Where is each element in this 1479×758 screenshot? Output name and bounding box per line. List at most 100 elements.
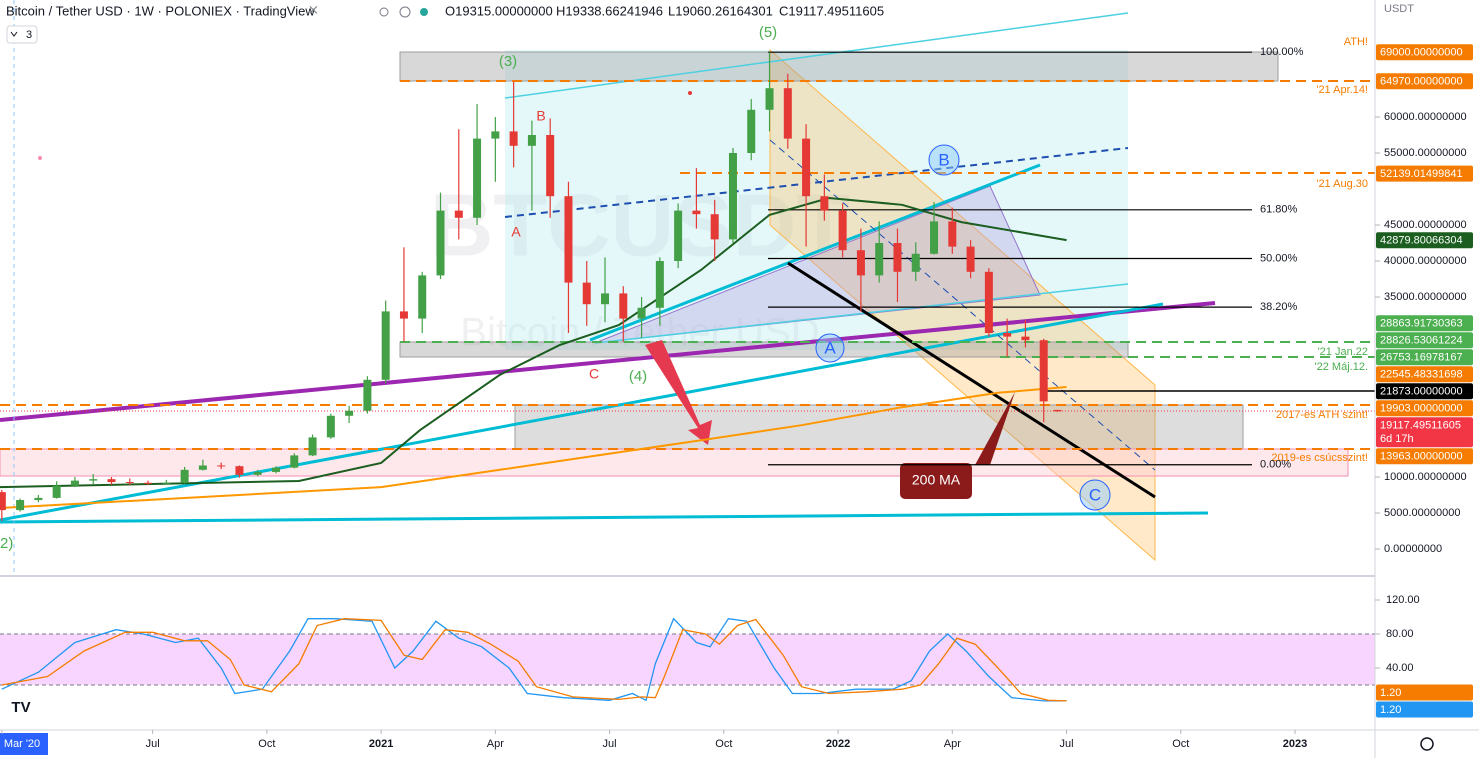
indicator-toggle[interactable] <box>6 25 38 44</box>
candle-body <box>180 469 189 483</box>
candle-body <box>582 282 591 305</box>
candle-body <box>144 482 153 484</box>
candle-body <box>509 131 518 146</box>
price-badge-label: 26753.16978167 <box>1380 352 1463 364</box>
zone <box>399 51 1279 82</box>
price-badge <box>1376 332 1473 349</box>
candle-body <box>399 311 408 319</box>
price-badge-label: 28826.53061224 <box>1380 335 1463 347</box>
x-tick-label: Jul <box>146 738 160 750</box>
annotation: '21 Aug.30 <box>1316 178 1368 190</box>
zone <box>399 341 1129 358</box>
candle-body <box>253 471 262 475</box>
fib-label: 61.80% <box>1260 204 1298 216</box>
series-layer <box>0 51 1252 521</box>
candle-body <box>619 293 628 319</box>
x-tick-label: Oct <box>1172 738 1189 750</box>
candle-body <box>948 221 957 247</box>
annotation: ATH! <box>1344 36 1368 48</box>
candle-body <box>34 497 43 501</box>
price-badge-label: 13963.00000000 <box>1380 451 1463 463</box>
candle-body <box>911 253 920 272</box>
wave-label: (4) <box>629 368 647 385</box>
price-badge-label: 22545.48331698 <box>1380 369 1463 381</box>
candle-body <box>454 210 463 218</box>
candle-body <box>856 250 865 276</box>
price-badge <box>1376 366 1473 383</box>
oscillator-line <box>1 618 1067 702</box>
wave-circle <box>928 144 960 176</box>
symbol-title: Bitcoin / Tether USD · 1W · POLONIEX · T… <box>6 3 315 18</box>
wave-label: B <box>938 150 949 169</box>
icon-eye[interactable] <box>376 4 392 20</box>
annotation: '22 Máj.12. <box>1315 361 1368 373</box>
wave-label: A <box>511 224 521 240</box>
icon-close[interactable] <box>309 6 318 14</box>
trendline <box>504 12 1129 99</box>
price-badge-label: 19903.00000000 <box>1380 403 1463 415</box>
price-badge-label: 1.20 <box>1380 687 1401 699</box>
candle-body <box>893 243 902 272</box>
price-badge-countdown: 6d 17h <box>1380 433 1414 445</box>
price-badge-label: 19117.49511605 <box>1380 420 1461 432</box>
candle-body <box>162 482 171 484</box>
candle-body <box>802 138 811 197</box>
indicator-count[interactable]: 3 <box>26 29 32 41</box>
price-badge <box>1376 448 1473 465</box>
price-badge <box>1376 232 1473 249</box>
candle-body <box>70 480 79 486</box>
candle-body <box>637 307 646 319</box>
wave-label: B <box>536 108 545 124</box>
settings-button[interactable] <box>1420 737 1434 751</box>
annotation: '21 Jan.22 <box>1318 346 1368 358</box>
icon-settings[interactable] <box>399 6 411 18</box>
y-tick-label: 5000.00000000 <box>1384 507 1460 519</box>
y-tick-label: 80.00 <box>1386 628 1414 640</box>
crosshair-label-bg <box>0 733 48 755</box>
status-dot <box>420 8 428 16</box>
fib-label: 100.00% <box>1260 46 1304 58</box>
candle-body <box>381 311 390 380</box>
candle-body <box>418 275 427 319</box>
price-badge-label: 28863.91730363 <box>1380 318 1463 330</box>
chevron[interactable] <box>10 31 18 37</box>
annotation: 2019-es csúcsszint! <box>1271 452 1368 464</box>
trendline <box>0 301 1216 422</box>
ohlc: O19315.00000000 <box>445 3 553 18</box>
fib-label: 38.20% <box>1260 301 1298 313</box>
candle-body <box>527 135 536 146</box>
indicator-layer <box>0 617 1375 702</box>
candle-body <box>655 261 664 308</box>
wave-label: (3) <box>499 53 517 70</box>
candle-body <box>1053 409 1062 412</box>
icon-eye[interactable] <box>379 7 389 17</box>
x-tick-label: Oct <box>715 738 732 750</box>
logo: TV <box>11 699 30 716</box>
wave-label: C <box>1089 485 1101 504</box>
x-tick-label: Oct <box>258 738 275 750</box>
fib-label: 50.00% <box>1260 252 1298 264</box>
trendline <box>787 261 1156 499</box>
x-tick-label: Mar '20 <box>4 738 40 750</box>
ohlc: H19338.66241946 <box>556 3 663 18</box>
price-badge-label: 69000.00000000 <box>1380 47 1463 59</box>
candle-body <box>710 214 719 240</box>
candle-body <box>363 379 372 411</box>
wave-circle <box>815 333 845 363</box>
price-badge-label: 21873.00000000 <box>1380 386 1463 398</box>
candle-body <box>564 196 573 283</box>
candle-body <box>1021 336 1030 341</box>
y-tick-label: 10000.00000000 <box>1384 471 1467 483</box>
arrow <box>645 340 712 445</box>
candle-body <box>491 131 500 139</box>
wave-label: 2) <box>0 535 13 552</box>
candle-body <box>235 466 244 475</box>
price-badge <box>1376 417 1473 448</box>
price-badge-label: 64970.00000000 <box>1380 76 1463 88</box>
y-tick-label: 120.00 <box>1386 594 1420 606</box>
candle-body <box>783 88 792 139</box>
candle-body <box>473 138 482 218</box>
candle-body <box>966 246 975 272</box>
x-tick-label: 2021 <box>369 738 393 750</box>
